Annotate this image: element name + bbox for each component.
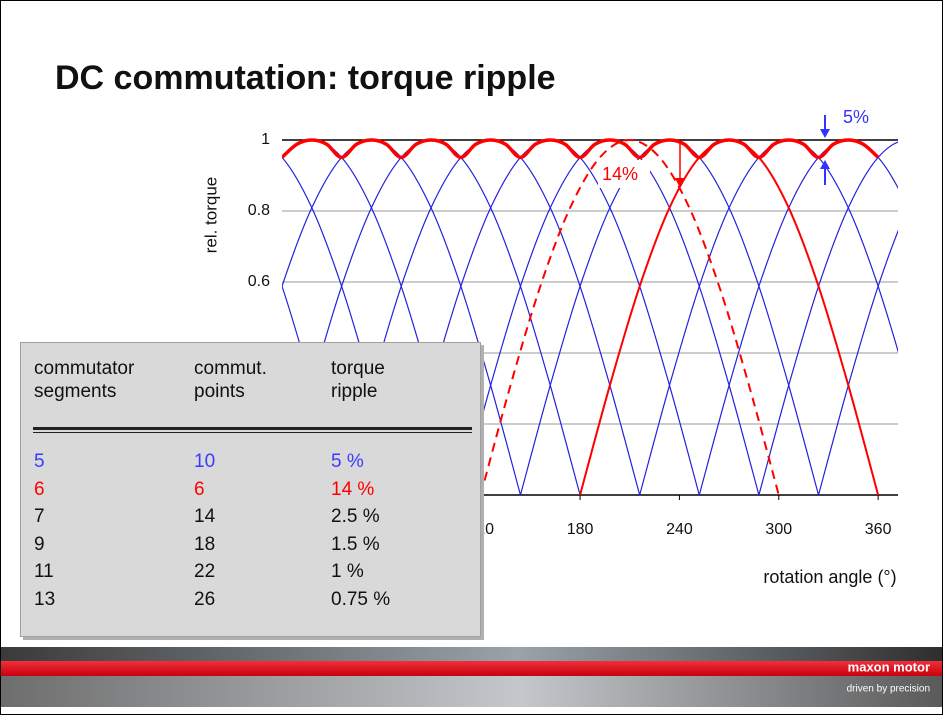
table-cell: 26 — [194, 589, 216, 610]
x-tick-label: 180 — [567, 521, 594, 538]
footer-band — [1, 647, 942, 661]
table-cell: 6 — [34, 478, 45, 500]
table-cell: 1 % — [331, 561, 364, 583]
x-tick-label: 240 — [666, 521, 693, 538]
table-cell: commutator — [34, 358, 135, 379]
x-tick-label: 360 — [865, 521, 892, 538]
torque-curve — [479, 138, 780, 496]
y-tick-label: 1 — [261, 131, 270, 148]
brand: maxon motor — [848, 659, 930, 674]
table-cell: 0.75 % — [331, 589, 391, 610]
y-tick-label: 0.6 — [248, 273, 270, 290]
table-cell: 10 — [194, 451, 216, 472]
table-cell: points — [194, 381, 245, 402]
table-cell: 18 — [194, 533, 216, 555]
table-cell: commut. — [194, 358, 267, 379]
x-axis-label: rotation angle (°) — [763, 567, 896, 587]
table-cell: 22 — [194, 561, 216, 583]
table-cell: 6 — [194, 478, 205, 500]
table-cell: 11 — [34, 561, 54, 583]
table-cell: 14 % — [331, 478, 375, 500]
torque-curve — [758, 141, 898, 496]
torque-curve — [282, 138, 880, 160]
table-cell: 1.5 % — [331, 533, 380, 555]
footer-band — [1, 661, 942, 676]
annotation: 14% — [602, 164, 638, 184]
tagline: driven by precision — [847, 684, 930, 695]
torque-curve — [282, 284, 343, 496]
x-tick-label: 300 — [765, 521, 792, 538]
rule — [33, 427, 472, 430]
table-cell: 13 — [34, 589, 56, 610]
slide-title: DC commutation: torque ripple — [55, 59, 556, 97]
table-cell: 7 — [34, 506, 45, 528]
arrow-head — [820, 160, 830, 169]
table-cell: 5 — [34, 451, 45, 472]
annotation: 5% — [843, 107, 869, 127]
table-cell: 9 — [34, 533, 45, 555]
table-cell: segments — [34, 381, 117, 402]
annotation-bg — [598, 160, 650, 188]
footer-band — [1, 676, 942, 707]
table-cell: 2.5 % — [331, 506, 380, 528]
torque-curve — [817, 229, 898, 496]
table-cell: 14 — [194, 506, 216, 528]
series-group — [282, 138, 898, 496]
table-cell: 5 % — [331, 451, 364, 472]
table-cell: ripple — [331, 381, 378, 402]
rule — [33, 432, 472, 433]
torque-curve — [282, 156, 402, 496]
table-cell: torque — [331, 358, 385, 379]
arrow-head — [820, 129, 830, 138]
arrow-head — [675, 178, 685, 188]
table: commutator segments commut. points torque rip… — [20, 342, 481, 637]
y-tick-label: 0.8 — [248, 202, 270, 219]
y-axis-label: rel. torque — [201, 177, 220, 254]
